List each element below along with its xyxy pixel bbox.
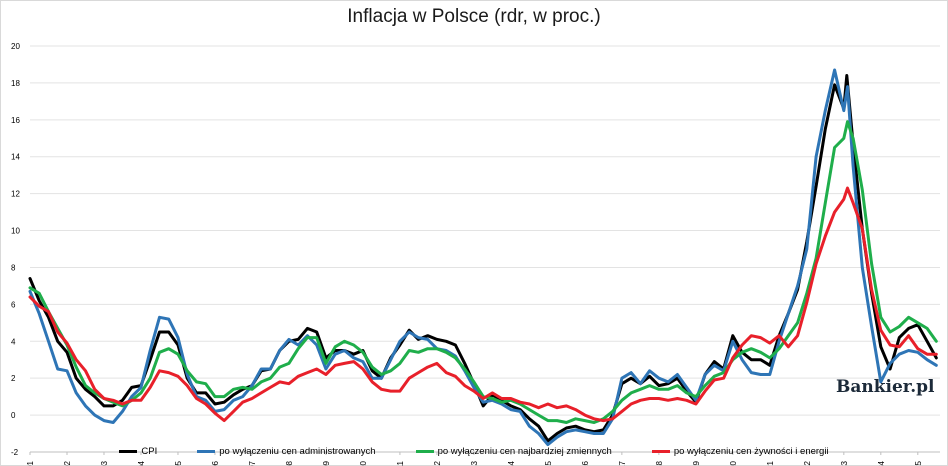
bankier-logo: Bankier.pl (836, 377, 935, 397)
series-lines (28, 68, 938, 447)
legend-label: po wyłączeniu cen administrowanych (219, 446, 376, 457)
x-tick-label: 2017 (618, 460, 627, 466)
x-tick-label: 2013 (470, 460, 479, 466)
y-tick-label: 18 (11, 79, 20, 88)
legend-label: po wyłączeniu cen żywności i energii (673, 446, 829, 457)
x-tick-label: 2012 (433, 460, 442, 466)
y-tick-label: 4 (11, 337, 16, 346)
legend-item: po wyłączeniu cen żywności i energii (651, 446, 829, 457)
x-tick-label: 2014 (507, 460, 516, 466)
x-tick-label: 2018 (655, 460, 664, 466)
x-tick-label: 2016 (581, 460, 590, 466)
axes: -2 0 2 4 6 8 10 12 14 16 18 20 2001 2002 2003 2004 2005 2… (11, 42, 940, 466)
y-tick-label: 6 (11, 300, 16, 309)
y-tick-label: 8 (11, 263, 16, 272)
series-line-cpi (28, 74, 938, 443)
y-tick-label: 0 (11, 411, 16, 420)
y-tick-label: 2 (11, 374, 16, 383)
y-tick-label: -2 (11, 448, 19, 457)
y-tick-label: 14 (11, 153, 20, 162)
x-tick-label: 2009 (322, 460, 331, 466)
x-tick-label: 2001 (26, 460, 35, 466)
legend-item: po wyłączeniu cen administrowanych (197, 446, 376, 457)
legend-swatch (651, 450, 670, 453)
y-tick-label: 10 (11, 227, 20, 236)
chart-title: Inflacja w Polsce (rdr, w proc.) (347, 6, 601, 27)
legend-swatch (119, 450, 138, 453)
gridlines (30, 45, 940, 453)
y-tick-label: 12 (11, 190, 20, 199)
y-tick-label: 16 (11, 116, 20, 125)
x-tick-label: 2010 (359, 460, 368, 466)
chart-legend: CPI po wyłączeniu cen administrowanych po … (0, 446, 948, 457)
x-tick-label: 2025 (914, 460, 923, 466)
x-tick-label: 2007 (248, 460, 257, 466)
x-tick-label: 2004 (137, 460, 146, 466)
x-tick-label: 2002 (63, 460, 72, 466)
legend-item: CPI (119, 446, 157, 457)
x-tick-label: 2006 (211, 460, 220, 466)
series-line-po-wyłączeniu-cen-administrowanych (28, 68, 938, 447)
series-line-po-wyłączeniu-cen-żywności-i-energii (28, 186, 938, 423)
x-tick-label: 2008 (285, 460, 294, 466)
x-tick-label: 2015 (544, 460, 553, 466)
x-tick-label: 2019 (692, 460, 701, 466)
legend-item: po wyłączeniu cen najbardziej zmiennych (415, 446, 612, 457)
x-tick-label: 2005 (174, 460, 183, 466)
x-tick-label: 2021 (766, 460, 775, 466)
series-line-po-wyłączeniu-cen-najbardziej-zmiennych (28, 120, 938, 424)
x-tick-label: 2011 (396, 460, 405, 466)
legend-label: CPI (141, 446, 158, 457)
y-tick-label: 20 (11, 42, 20, 51)
x-tick-label: 2022 (803, 460, 812, 466)
x-tick-label: 2023 (840, 460, 849, 466)
x-tick-label: 2003 (100, 460, 109, 466)
legend-label: po wyłączeniu cen najbardziej zmiennych (437, 446, 612, 457)
x-tick-label: 2020 (729, 460, 738, 466)
legend-swatch (415, 450, 434, 453)
legend-swatch (197, 450, 216, 453)
